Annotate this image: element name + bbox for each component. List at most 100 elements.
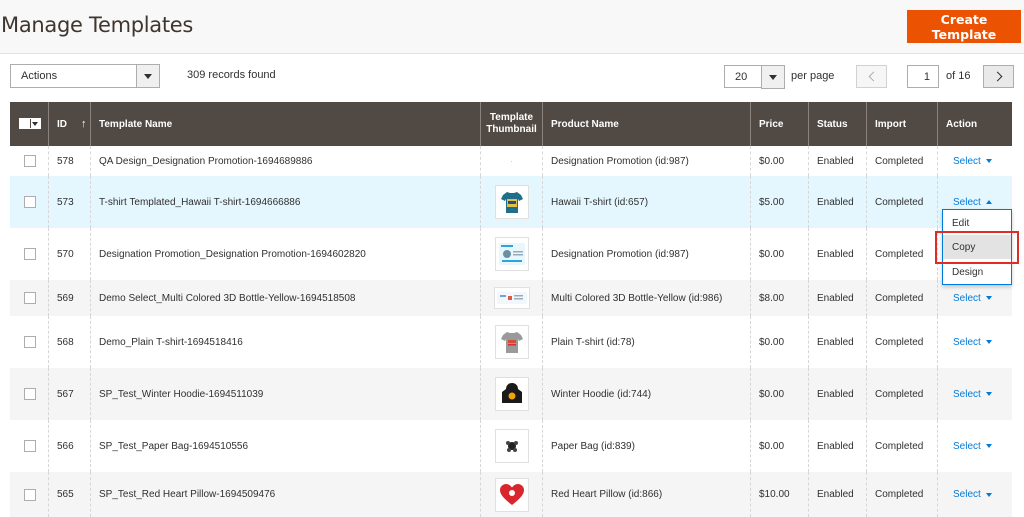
row-action-select[interactable]: Select <box>953 441 992 452</box>
table-row: 568 Demo_Plain T-shirt-1694518416 Plain … <box>10 316 1012 368</box>
table-row: 566 SP_Test_Paper Bag-1694510556 Paper B… <box>10 420 1012 472</box>
caret-down-icon <box>985 492 992 497</box>
table-row: 573 T-shirt Templated_Hawaii T-shirt-169… <box>10 176 1012 228</box>
row-template-name: SP_Test_Paper Bag-1694510556 <box>90 420 480 472</box>
column-header-product-name[interactable]: Product Name <box>542 102 750 146</box>
row-action-select[interactable]: Select <box>953 337 992 348</box>
row-id: 578 <box>48 146 90 176</box>
row-action-select[interactable]: Select <box>953 156 992 167</box>
column-header-template-name[interactable]: Template Name <box>90 102 480 146</box>
row-checkbox[interactable] <box>24 440 36 452</box>
column-header-price[interactable]: Price <box>750 102 808 146</box>
row-id: 565 <box>48 472 90 517</box>
column-header-import[interactable]: Import <box>866 102 937 146</box>
row-template-name: T-shirt Templated_Hawaii T-shirt-1694666… <box>90 176 480 228</box>
mass-select-checkbox[interactable] <box>19 118 41 129</box>
row-action-select-label: Select <box>953 440 981 452</box>
row-product-name: Red Heart Pillow (id:866) <box>542 472 750 517</box>
row-checkbox[interactable] <box>24 292 36 304</box>
mass-actions-dropdown[interactable]: Actions <box>10 64 160 88</box>
row-action: Select <box>937 472 1012 517</box>
row-thumbnail <box>480 228 542 280</box>
row-id: 570 <box>48 228 90 280</box>
row-action <box>937 228 1012 280</box>
row-thumbnail <box>480 420 542 472</box>
row-import: Completed <box>866 316 937 368</box>
row-status: Enabled <box>808 472 866 517</box>
grid-header: ID ↑ Template Name Template Thumbnail Pro… <box>10 102 1012 146</box>
row-checkbox[interactable] <box>24 248 36 260</box>
total-pages: of 16 <box>946 70 971 82</box>
row-action-select[interactable]: Select <box>953 389 992 400</box>
row-product-name: Designation Promotion (id:987) <box>542 146 750 176</box>
column-header-status[interactable]: Status <box>808 102 866 146</box>
page-size-select[interactable]: 20 <box>724 65 785 89</box>
caret-down-icon <box>985 296 992 300</box>
row-import: Completed <box>866 368 937 420</box>
menu-item-edit[interactable]: Edit <box>952 217 970 229</box>
records-count: 309 records found <box>187 69 276 81</box>
row-price: $0.00 <box>750 420 808 472</box>
header-mass-select[interactable] <box>10 102 48 146</box>
row-checkbox[interactable] <box>24 336 36 348</box>
row-status: Enabled <box>808 280 866 316</box>
row-status: Enabled <box>808 228 866 280</box>
row-action: Select <box>937 316 1012 368</box>
blank-thumbnail-icon: · <box>510 156 513 166</box>
row-action-select[interactable]: Select <box>953 197 992 208</box>
row-product-name: Hawaii T-shirt (id:657) <box>542 176 750 228</box>
row-thumbnail: · <box>480 146 542 176</box>
row-id: 566 <box>48 420 90 472</box>
sort-ascending-icon: ↑ <box>81 118 87 130</box>
row-status: Enabled <box>808 368 866 420</box>
row-id: 569 <box>48 280 90 316</box>
row-thumbnail <box>480 368 542 420</box>
table-row: 569 Demo Select_Multi Colored 3D Bottle-… <box>10 280 1012 316</box>
create-template-button[interactable]: Create Template <box>907 10 1021 43</box>
row-status: Enabled <box>808 176 866 228</box>
table-row: 567 SP_Test_Winter Hoodie-1694511039 Win… <box>10 368 1012 420</box>
row-action-select[interactable]: Select <box>953 489 992 500</box>
row-template-name: Designation Promotion_Designation Promot… <box>90 228 480 280</box>
row-template-name: SP_Test_Red Heart Pillow-1694509476 <box>90 472 480 517</box>
page-size-value: 20 <box>735 71 748 83</box>
current-page-input[interactable] <box>907 65 939 88</box>
column-header-thumbnail-label: Template Thumbnail <box>486 112 537 135</box>
page-header: Manage Templates Create Template <box>0 0 1024 54</box>
row-price: $0.00 <box>750 228 808 280</box>
caret-down-icon <box>985 340 992 344</box>
row-checkbox[interactable] <box>24 196 36 208</box>
row-action-select-label: Select <box>953 292 981 304</box>
row-thumbnail <box>480 472 542 517</box>
menu-item-design[interactable]: Design <box>952 266 984 278</box>
table-row: 578 QA Design_Designation Promotion-1694… <box>10 146 1012 176</box>
column-header-action-label: Action <box>946 118 978 130</box>
column-header-id[interactable]: ID ↑ <box>48 102 90 146</box>
paper-bag-thumbnail-icon <box>494 429 529 463</box>
row-price: $0.00 <box>750 146 808 176</box>
bottle-label-thumbnail-icon <box>493 287 530 309</box>
row-product-name: Paper Bag (id:839) <box>542 420 750 472</box>
previous-page-button[interactable] <box>856 65 887 88</box>
row-product-name: Plain T-shirt (id:78) <box>542 316 750 368</box>
row-template-name: Demo_Plain T-shirt-1694518416 <box>90 316 480 368</box>
column-header-action: Action <box>937 102 1012 146</box>
highlight-annotation-box <box>935 231 1019 264</box>
row-import: Completed <box>866 280 937 316</box>
row-action-select-label: Select <box>953 155 981 167</box>
row-checkbox[interactable] <box>24 488 36 501</box>
row-action: Select <box>937 368 1012 420</box>
row-price: $0.00 <box>750 368 808 420</box>
column-header-id-label: ID <box>57 118 67 130</box>
row-checkbox[interactable] <box>24 388 36 400</box>
row-action-select[interactable]: Select <box>953 293 992 304</box>
row-import: Completed <box>866 146 937 176</box>
next-page-button[interactable] <box>983 65 1014 88</box>
row-checkbox[interactable] <box>24 155 36 167</box>
row-id: 567 <box>48 368 90 420</box>
row-action: Select <box>937 176 1012 228</box>
menu-item-copy[interactable]: Copy <box>943 235 1011 259</box>
row-import: Completed <box>866 420 937 472</box>
row-thumbnail <box>480 316 542 368</box>
row-action-select-label: Select <box>953 388 981 400</box>
